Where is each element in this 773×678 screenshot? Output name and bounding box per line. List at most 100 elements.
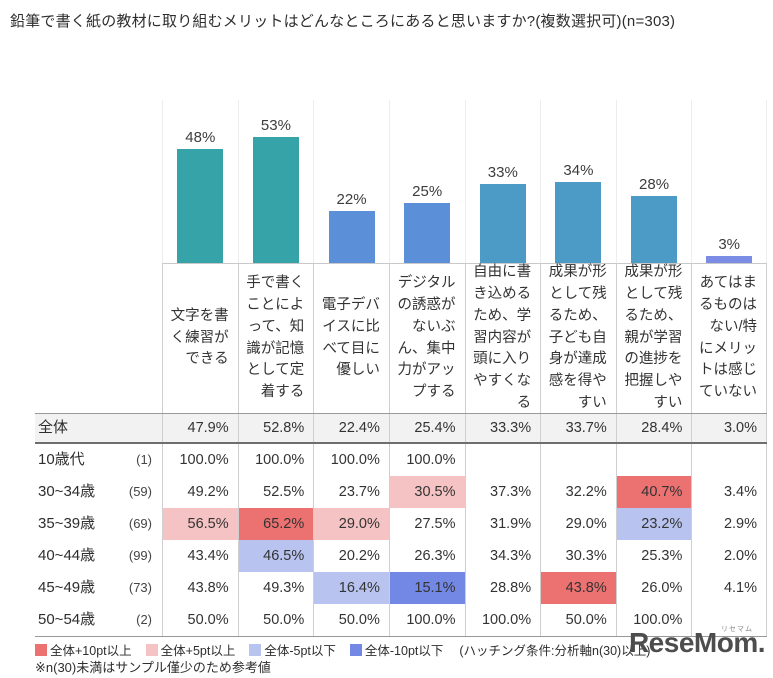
row-label: 50~54歳 (2): [35, 604, 162, 636]
row-label-text: 45~49歳: [38, 579, 96, 596]
bar-value-label: 34%: [563, 162, 594, 179]
bar: [252, 137, 299, 263]
bar-value-label: 25%: [412, 183, 443, 200]
table-cell: 40.7%: [615, 476, 692, 508]
column-header: 成果が形として残るため、親が学習の進捗を把握しやすい: [615, 263, 692, 413]
table-cell: 3.0%: [691, 414, 767, 442]
row-label: 10歳代 (1): [35, 444, 162, 476]
row-label: 30~34歳 (59): [35, 476, 162, 508]
table-cell: 4.1%: [691, 572, 767, 604]
row-label: 全体: [35, 414, 162, 442]
table-cell: 52.5%: [237, 476, 314, 508]
table-cell: 100.0%: [162, 444, 238, 476]
table-cell: 46.5%: [237, 540, 314, 572]
table-cell: 43.4%: [162, 540, 238, 572]
table-row: 全体 47.9% 52.8% 22.4% 25.4% 33.3% 33.7% 28.4% 3.0…: [35, 413, 767, 444]
table-cell: 65.2%: [237, 508, 314, 540]
row-label-text: 50~54歳: [38, 611, 96, 628]
table-cell: 23.7%: [313, 476, 389, 508]
legend-item: 全体-5pt以下: [249, 640, 336, 659]
table-cell: 50.0%: [237, 604, 314, 636]
table-cell: 100.0%: [388, 444, 465, 476]
table-cell: 37.3%: [464, 476, 541, 508]
bar-value-label: 53%: [260, 117, 291, 134]
bar-value-label: 3%: [718, 236, 741, 253]
row-sample-size: (99): [128, 548, 152, 563]
legend-label: 全体-10pt以下: [364, 644, 444, 658]
bar: [706, 256, 753, 263]
table-cell: 50.0%: [540, 604, 616, 636]
legend-swatch: [249, 643, 262, 656]
table-cell: 25.4%: [388, 414, 465, 442]
chart-column: 3%: [691, 100, 767, 263]
bar: [328, 211, 375, 263]
table-cell: [464, 444, 541, 476]
chart-column: 53%: [237, 100, 314, 263]
data-table: 全体 47.9% 52.8% 22.4% 25.4% 33.3% 33.7% 28.4% 3.0…: [35, 413, 767, 637]
column-header: 電子デバイスに比べて目に優しい: [313, 263, 389, 413]
resemom-logo: リセマム ReseMom.: [628, 626, 766, 659]
table-cell: 30.3%: [540, 540, 616, 572]
row-sample-size: (2): [136, 612, 152, 627]
table-row: 40~44歳 (99) 43.4% 46.5% 20.2% 26.3% 34.3% 30.3%…: [35, 540, 767, 572]
table-cell: [691, 604, 767, 636]
table-cell: 31.9%: [464, 508, 541, 540]
table-cell: [540, 444, 616, 476]
table-cell: 28.4%: [615, 414, 692, 442]
row-label-text: 30~34歳: [38, 483, 96, 500]
table-cell: 100.0%: [615, 604, 692, 636]
table-cell: 100.0%: [237, 444, 314, 476]
legend-item: 全体+10pt以上: [35, 640, 132, 659]
column-header-row: 文字を書く練習ができる 手で書くことによって、知識が記憶として定着する 電子デバイス…: [35, 263, 767, 413]
table-row: 45~49歳 (73) 43.8% 49.3% 16.4% 15.1% 28.8% 43.8%…: [35, 572, 767, 604]
bar: [404, 203, 451, 263]
table-row: 30~34歳 (59) 49.2% 52.5% 23.7% 30.5% 37.3% 32.2%…: [35, 476, 767, 508]
legend-label: 全体+10pt以上: [50, 644, 132, 658]
table-cell: 47.9%: [162, 414, 238, 442]
legend-swatch: [349, 643, 362, 656]
column-header: 成果が形として残るため、子ども自身が達成感を得やすい: [540, 263, 616, 413]
legend-swatch: [35, 643, 47, 656]
table-cell: 3.4%: [691, 476, 767, 508]
row-sample-size: (1): [136, 452, 152, 467]
bar: [479, 184, 526, 263]
table-cell: 49.2%: [162, 476, 238, 508]
table-cell: 50.0%: [162, 604, 238, 636]
figure: 48% 53% 22% 25% 33% 34% 28% 3% 文字を書く練習ができる 手で書くこ…: [35, 100, 767, 637]
table-cell: [615, 444, 692, 476]
table-cell: 32.2%: [540, 476, 616, 508]
table-cell: 22.4%: [313, 414, 389, 442]
table-cell: 43.8%: [540, 572, 616, 604]
row-label-text: 40~44歳: [38, 547, 96, 564]
bar-value-label: 48%: [185, 129, 216, 146]
table-row: 50~54歳 (2) 50.0% 50.0% 50.0% 100.0% 100.0% 50.0…: [35, 604, 767, 637]
column-header: 自由に書き込めるため、学習内容が頭に入りやすくなる: [464, 263, 541, 413]
table-cell: 43.8%: [162, 572, 238, 604]
legend-label: 全体+5pt以上: [160, 644, 236, 658]
legend-label: 全体-5pt以下: [264, 644, 336, 658]
table-cell: 50.0%: [313, 604, 389, 636]
table-cell: 2.9%: [691, 508, 767, 540]
bar-chart: 48% 53% 22% 25% 33% 34% 28% 3%: [162, 100, 767, 263]
table-cell: 2.0%: [691, 540, 767, 572]
table-cell: 30.5%: [388, 476, 465, 508]
table-cell: 100.0%: [313, 444, 389, 476]
resemom-logo-text: ReseMom.: [628, 627, 766, 658]
table-cell: 33.3%: [464, 414, 541, 442]
table-cell: 49.3%: [237, 572, 314, 604]
table-cell: 23.2%: [615, 508, 692, 540]
row-label-text: 10歳代: [38, 451, 85, 468]
row-sample-size: (73): [128, 580, 152, 595]
legend-swatch: [145, 643, 158, 656]
table-cell: 20.2%: [313, 540, 389, 572]
table-cell: 26.0%: [615, 572, 692, 604]
table-cell: 15.1%: [388, 572, 465, 604]
legend: 全体+10pt以上 全体+5pt以上 全体-5pt以下 全体-10pt以下 (ハッチング…: [35, 640, 650, 659]
row-label-header-spacer: [35, 263, 162, 413]
column-header: 文字を書く練習ができる: [162, 263, 238, 413]
chart-column: 33%: [464, 100, 541, 263]
sample-size-footnote: ※n(30)未満はサンプル僅少のため参考値: [35, 660, 271, 675]
table-cell: 52.8%: [237, 414, 314, 442]
table-cell: 16.4%: [313, 572, 389, 604]
